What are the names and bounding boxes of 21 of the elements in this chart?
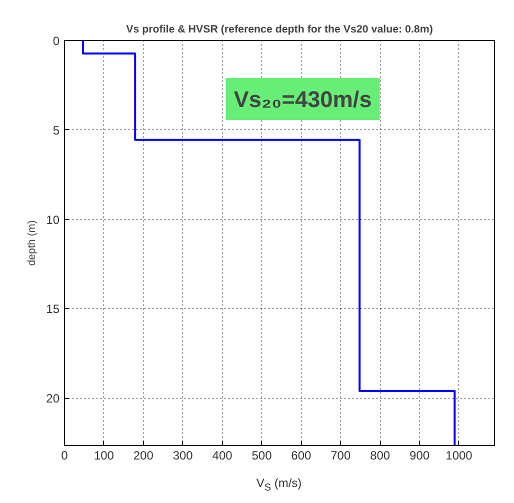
- x-tick-label: 900: [410, 448, 430, 462]
- x-tick-label: 1000: [446, 448, 473, 462]
- y-tick-label: 5: [52, 123, 60, 138]
- x-tick-label: 500: [252, 448, 272, 462]
- x-tick-label: 0: [61, 448, 68, 462]
- x-tick-label: 400: [212, 448, 233, 462]
- line-series: [82, 40, 456, 446]
- x-tick-label: 600: [291, 448, 312, 462]
- x-axis-title: V$_{S}$ (m/s): [256, 475, 302, 496]
- x-tick-label: 300: [172, 448, 194, 462]
- annotation: Vs₂₀=430m/s: [234, 86, 372, 112]
- y-axis-title: depth (m): [26, 220, 38, 266]
- chart-title: Vs profile & HVSR (reference depth for the Vs20 value: 0.8m): [126, 24, 434, 36]
- y-tick-label: 10: [46, 212, 60, 227]
- x-tick-label: 100: [94, 448, 114, 462]
- x-tick-label: 700: [330, 448, 351, 462]
- x-tick-label: 200: [133, 448, 154, 462]
- y-tick-label: 20: [46, 392, 60, 406]
- y-tick-label: 0: [52, 34, 60, 48]
- x-tick-label: 800: [370, 448, 390, 462]
- y-tick-label: 15: [46, 302, 60, 316]
